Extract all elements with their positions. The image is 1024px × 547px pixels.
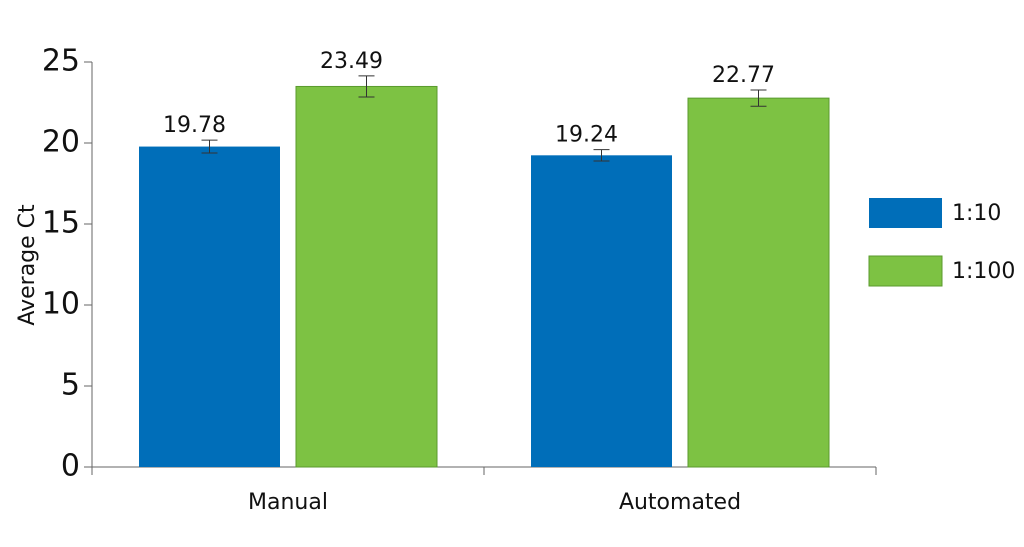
error-bar [750,89,767,107]
error-bar [358,75,375,98]
y-tick-label: 25 [42,44,80,79]
data-label: 19.24 [555,123,618,148]
y-axis-label: Average Ct [15,204,40,326]
bar [139,146,280,467]
legend-label: 1:100 [952,259,1015,284]
bar [531,155,672,467]
legend-label: 1:10 [952,201,1001,226]
y-tick-label: 15 [42,206,80,241]
legend-swatch [868,255,943,287]
y-tick-label: 10 [42,287,80,322]
x-tick-label: Automated [619,490,741,515]
y-tick-label: 20 [42,125,80,160]
error-bar [593,149,610,162]
error-bar [201,139,218,154]
bar [687,97,830,468]
x-tick-label: Manual [248,490,328,515]
data-label: 22.77 [712,63,775,88]
bar [295,85,438,468]
y-tick-label: 5 [61,368,80,403]
y-tick-label: 0 [61,449,80,484]
legend-swatch [869,198,942,228]
data-label: 23.49 [320,49,383,74]
data-label: 19.78 [163,113,226,138]
